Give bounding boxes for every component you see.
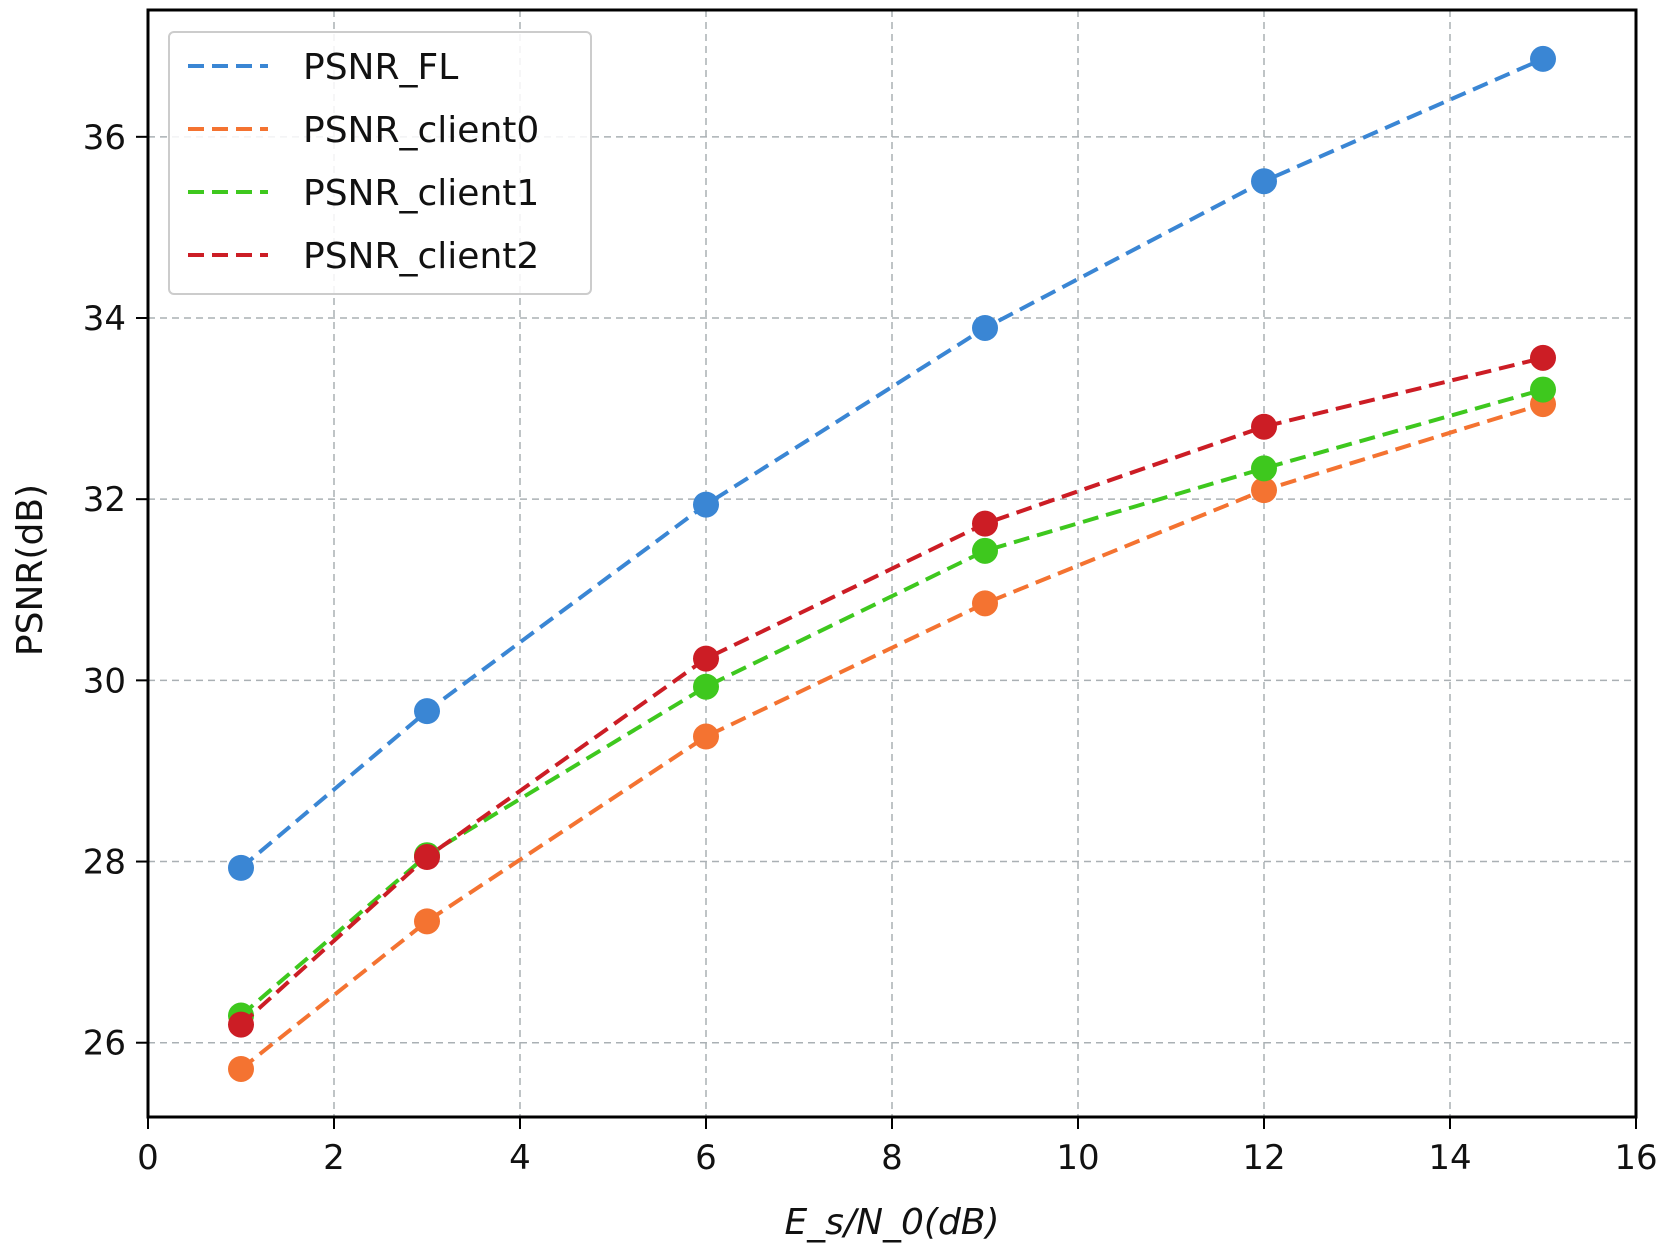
legend-label: PSNR_FL <box>303 47 458 88</box>
x-tick-label: 12 <box>1242 1138 1285 1178</box>
y-tick-label: 30 <box>83 661 126 701</box>
series-group <box>228 45 1556 1082</box>
data-point-PSNR_FL <box>1530 45 1556 72</box>
series-line-PSNR_client0 <box>239 402 1544 1071</box>
x-tick-label: 4 <box>509 1138 531 1178</box>
data-point-PSNR_FL <box>414 698 440 725</box>
legend-box <box>168 31 592 295</box>
y-tick-label: 26 <box>83 1024 126 1064</box>
y-tick-label: 28 <box>83 843 126 883</box>
data-point-PSNR_client2 <box>1530 344 1556 371</box>
x-tick-label: 8 <box>881 1138 903 1178</box>
x-tick-label: 14 <box>1428 1138 1471 1178</box>
data-point-PSNR_client1 <box>1530 376 1556 403</box>
data-point-PSNR_client0 <box>972 590 998 617</box>
series-line-PSNR_client1 <box>239 387 1544 1018</box>
legend-label: PSNR_client2 <box>303 236 539 277</box>
x-tick-label: 0 <box>137 1138 159 1178</box>
x-tick-label: 10 <box>1056 1138 1099 1178</box>
data-point-PSNR_FL <box>228 854 254 881</box>
series-line-PSNR_FL <box>239 57 1544 870</box>
y-tick-label: 34 <box>83 299 126 339</box>
x-tick-label: 2 <box>323 1138 345 1178</box>
data-point-PSNR_client2 <box>228 1011 254 1038</box>
series-line-PSNR_client2 <box>239 355 1544 1027</box>
x-tick-label: 16 <box>1614 1138 1657 1178</box>
data-point-PSNR_client2 <box>1251 413 1277 440</box>
ticks: 0 2 4 6 8 10 12 14 16 26 28 30 32 34 36 <box>83 118 1658 1178</box>
data-point-PSNR_client0 <box>414 908 440 935</box>
data-point-PSNR_client0 <box>693 723 719 750</box>
y-tick-label: 36 <box>83 118 126 158</box>
data-point-PSNR_client2 <box>972 510 998 537</box>
legend-label: PSNR_client1 <box>303 173 539 214</box>
data-point-PSNR_client2 <box>693 645 719 672</box>
legend-label: PSNR_client0 <box>303 110 539 151</box>
x-axis-label: E_s/N_0(dB) <box>784 1202 999 1243</box>
data-point-PSNR_client1 <box>1251 455 1277 482</box>
data-point-PSNR_client1 <box>972 537 998 564</box>
y-axis-label: PSNR(dB) <box>10 484 51 656</box>
legend: PSNR_FL PSNR_client0 PSNR_client1 PSNR_clie… <box>168 31 592 295</box>
data-point-PSNR_client1 <box>693 673 719 700</box>
data-point-PSNR_client0 <box>228 1055 254 1082</box>
x-tick-label: 6 <box>695 1138 717 1178</box>
data-point-PSNR_client0 <box>1251 477 1277 504</box>
data-point-PSNR_FL <box>972 314 998 341</box>
data-point-PSNR_FL <box>1251 168 1277 195</box>
data-point-PSNR_client2 <box>414 844 440 871</box>
data-point-PSNR_FL <box>693 491 719 518</box>
y-tick-label: 32 <box>83 480 126 520</box>
